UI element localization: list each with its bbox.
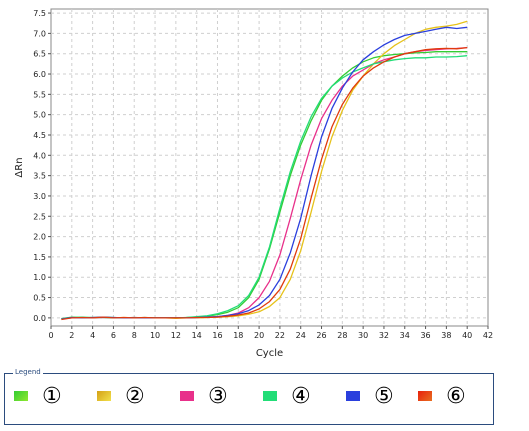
y-tick-label: 1.0 (33, 273, 46, 282)
legend-swatch (263, 391, 277, 401)
x-tick-label: 10 (150, 331, 160, 340)
legend-swatch (418, 391, 432, 401)
legend-label: ⑥ (446, 384, 466, 409)
x-tick-label: 0 (48, 331, 53, 340)
y-tick-label: 3.0 (33, 192, 46, 201)
legend-label: ⑤ (374, 384, 394, 409)
x-tick-label: 26 (316, 331, 326, 340)
y-tick-label: 0.5 (33, 294, 46, 303)
legend-swatch (180, 391, 194, 401)
x-tick-label: 8 (132, 331, 137, 340)
legend-label: ③ (208, 384, 228, 409)
amplification-plot: 0 2 4 6 8 10 12 14 16 18 20 22 24 26 28 30 32 34 36 38 40 420… (14, 8, 493, 359)
legend-label: ② (125, 384, 145, 409)
y-tick-label: 1.5 (33, 253, 46, 262)
legend-title: Legend (13, 367, 43, 377)
x-tick-label: 34 (400, 331, 410, 340)
x-tick-label: 6 (111, 331, 116, 340)
y-tick-label: 2.5 (33, 212, 46, 221)
x-tick-label: 24 (296, 331, 306, 340)
series-lines (61, 20, 468, 321)
y-tick-label: 2.0 (33, 233, 46, 242)
legend-label: ④ (291, 384, 311, 409)
x-tick-label: 36 (420, 331, 430, 340)
y-tick-label: 6.5 (33, 50, 46, 59)
y-tick-label: 6.0 (33, 70, 46, 79)
axis-ticks: 0 2 4 6 8 10 12 14 16 18 20 22 24 26 28 30 32 34 36 38 40 420… (33, 9, 493, 340)
x-tick-label: 14 (192, 331, 202, 340)
plot-area (50, 8, 489, 327)
x-tick-label: 20 (254, 331, 264, 340)
legend-swatch (14, 391, 28, 401)
y-tick-label: 5.0 (33, 111, 46, 120)
x-tick-label: 38 (441, 331, 451, 340)
x-tick-label: 16 (212, 331, 222, 340)
y-tick-label: 5.5 (33, 90, 46, 99)
x-tick-label: 18 (233, 331, 243, 340)
legend-label: ① (42, 384, 62, 409)
y-tick-label: 4.5 (33, 131, 46, 140)
series-line-6 (61, 46, 468, 321)
x-tick-label: 4 (90, 331, 95, 340)
y-tick-label: 3.5 (33, 172, 46, 181)
x-tick-label: 30 (358, 331, 368, 340)
x-tick-label: 22 (275, 331, 285, 340)
x-tick-label: 42 (483, 331, 493, 340)
legend-box (4, 373, 494, 425)
y-tick-label: 7.5 (33, 9, 46, 18)
y-axis-title: ΔRn (14, 157, 25, 177)
y-tick-label: 0.0 (33, 314, 46, 323)
x-tick-label: 32 (379, 331, 389, 340)
y-tick-label: 4.0 (33, 151, 46, 160)
legend-swatch (346, 391, 360, 401)
x-tick-label: 12 (171, 331, 181, 340)
x-axis-title: Cycle (256, 348, 283, 359)
x-tick-label: 40 (462, 331, 472, 340)
legend-swatch (97, 391, 111, 401)
x-tick-label: 2 (69, 331, 74, 340)
y-tick-label: 7.0 (33, 29, 46, 38)
x-tick-label: 28 (337, 331, 347, 340)
